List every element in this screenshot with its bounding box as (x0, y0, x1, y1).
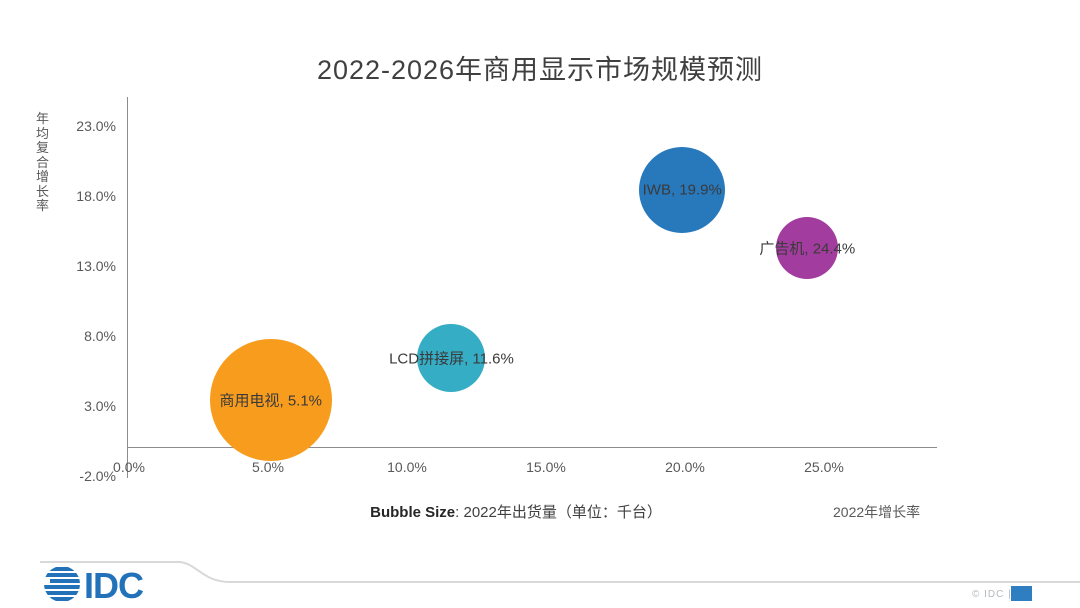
y-tick-label: 13.0% (76, 258, 116, 274)
bubble-size-note-rest: : 2022年出货量（单位：千台） (455, 504, 662, 521)
x-axis-title: 2022年增长率 (833, 504, 921, 520)
y-tick-label: 8.0% (84, 328, 116, 344)
bubble-广告机: 广告机, 24.4% (759, 216, 855, 279)
bubble-size-note: Bubble Size: 2022年出货量（单位：千台） (370, 501, 662, 522)
y-axis-title: 年均复合增长率 (36, 111, 50, 213)
y-axis-line (127, 97, 128, 478)
x-tick-label: 0.0% (113, 459, 145, 475)
y-tick-label: 3.0% (84, 398, 116, 414)
bubble-label: 商用电视, 5.1% (219, 392, 323, 410)
copyright-text: © IDC | (972, 589, 1012, 600)
y-tick-label: 18.0% (76, 188, 116, 204)
x-tick-label: 5.0% (252, 459, 284, 475)
x-tick-label: 15.0% (526, 459, 566, 475)
bubble-label: LCD拼接屏, 11.6% (389, 350, 514, 368)
idc-logo-text: IDC (84, 565, 144, 605)
idc-logo: IDC (44, 565, 145, 605)
brand-square (1011, 586, 1032, 601)
x-tick-label: 25.0% (804, 459, 844, 475)
idc-globe-icon (44, 567, 80, 601)
x-tick-label: 20.0% (665, 459, 705, 475)
bubble-size-note-bold: Bubble Size (370, 504, 456, 521)
y-tick-label: 23.0% (76, 118, 116, 134)
bubble-LCD拼接屏: LCD拼接屏, 11.6% (389, 324, 514, 393)
y-tick-label: -2.0% (79, 468, 116, 484)
x-axis-line (127, 447, 937, 448)
bubble-label: 广告机, 24.4% (759, 240, 856, 258)
bubble-label: IWB, 19.9% (642, 181, 722, 199)
bubble-IWB: IWB, 19.9% (639, 147, 726, 234)
x-tick-label: 10.0% (387, 459, 427, 475)
chart-title: 2022-2026年商用显示市场规模预测 (316, 55, 764, 85)
bubble-商用电视: 商用电视, 5.1% (209, 339, 332, 462)
